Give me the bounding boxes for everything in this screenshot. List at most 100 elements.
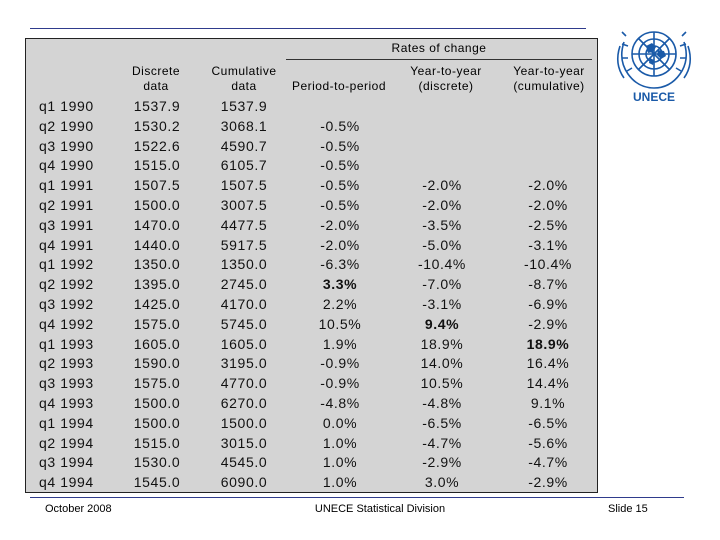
table-row: q1 1991 1507.5 1507.5 -0.5% -2.0% -2.0% [25, 176, 598, 196]
yoy-cumulative-cell: -2.0% [528, 197, 568, 213]
cumulative-cell: 3015.0 [220, 434, 268, 451]
yoy-cumulative-cell: -6.5% [528, 414, 568, 431]
period-cell: q4 1992 [39, 315, 94, 332]
discrete-cell: 1500.0 [133, 197, 181, 213]
yoy-discrete-cell: -2.9% [422, 454, 462, 471]
col-header-line: Year-to-year [410, 64, 482, 78]
yoy-discrete-cell: 14.0% [420, 355, 464, 372]
yoy-discrete-cell: -7.0% [422, 276, 462, 293]
col-header-yoy-cumulative: Year-to-year (cumulative) [504, 64, 594, 94]
period-cell: q2 1993 [39, 355, 94, 372]
cumulative-cell: 4590.7 [220, 137, 268, 154]
yoy-cumulative-cell: -6.9% [528, 296, 568, 312]
yoy-discrete-cell: -6.5% [422, 414, 462, 431]
period-to-period-cell: -0.5% [320, 117, 360, 134]
rates-of-change-header: Rates of change [286, 41, 592, 60]
yoy-discrete-cell: -3.5% [422, 216, 462, 233]
period-cell: q4 1991 [39, 236, 94, 253]
cumulative-cell: 1350.0 [220, 256, 268, 273]
period-to-period-cell: 10.5% [318, 315, 362, 332]
cumulative-cell: 4170.0 [220, 296, 268, 312]
period-to-period-cell: -0.9% [320, 355, 360, 372]
discrete-cell: 1470.0 [133, 216, 181, 233]
period-cell: q4 1993 [39, 395, 94, 411]
table-row: q4 1993 1500.0 6270.0 -4.8% -4.8% 9.1% [25, 394, 598, 414]
yoy-discrete-cell: -2.0% [422, 197, 462, 213]
period-cell: q2 1992 [39, 276, 94, 293]
period-to-period-cell: -6.3% [320, 256, 360, 273]
cumulative-cell: 6105.7 [220, 157, 268, 174]
col-header-line: data [231, 79, 257, 93]
yoy-cumulative-cell: -8.7% [528, 276, 568, 293]
cumulative-cell: 4477.5 [220, 216, 268, 233]
discrete-cell: 1395.0 [133, 276, 181, 293]
discrete-cell: 1440.0 [133, 236, 181, 253]
yoy-cumulative-cell: -4.7% [528, 454, 568, 471]
table-row: q2 1991 1500.0 3007.5 -0.5% -2.0% -2.0% [25, 196, 598, 216]
yoy-cumulative-cell: -2.0% [528, 177, 568, 194]
un-emblem-icon [606, 12, 702, 108]
discrete-cell: 1522.6 [133, 137, 181, 154]
yoy-discrete-cell: -10.4% [418, 256, 466, 273]
table-row: q2 1993 1590.0 3195.0 -0.9% 14.0% 16.4% [25, 354, 598, 374]
yoy-cumulative-cell: 18.9% [526, 335, 570, 352]
period-cell: q1 1992 [39, 256, 94, 273]
footer-slide-number: Slide 15 [608, 503, 648, 515]
yoy-discrete-cell: -4.7% [422, 434, 462, 451]
discrete-cell: 1425.0 [133, 296, 181, 312]
period-to-period-cell: -2.0% [320, 216, 360, 233]
cumulative-cell: 3068.1 [220, 117, 268, 134]
period-to-period-cell: 1.0% [322, 434, 358, 451]
period-cell: q1 1993 [39, 335, 94, 352]
period-cell: q3 1994 [39, 454, 94, 471]
col-header-cumulative: Cumulative data [206, 64, 282, 94]
period-to-period-cell: -2.0% [320, 236, 360, 253]
table-row: q3 1994 1530.0 4545.0 1.0% -2.9% -4.7% [25, 453, 598, 473]
period-to-period-cell: 1.9% [322, 335, 358, 352]
table-row: q4 1990 1515.0 6105.7 -0.5% [25, 156, 598, 176]
col-header-yoy-discrete: Year-to-year (discrete) [398, 64, 494, 94]
period-to-period-cell: -0.9% [320, 375, 360, 392]
period-to-period-cell: 1.0% [322, 474, 358, 491]
cumulative-cell: 1500.0 [220, 414, 268, 431]
period-to-period-cell: -0.5% [320, 157, 360, 174]
period-cell: q1 1991 [39, 177, 94, 194]
period-to-period-cell: -4.8% [320, 395, 360, 411]
col-header-line: Year-to-year [513, 64, 585, 78]
discrete-cell: 1605.0 [133, 335, 181, 352]
yoy-discrete-cell: -2.0% [422, 177, 462, 194]
yoy-cumulative-cell: 16.4% [526, 355, 570, 372]
yoy-cumulative-cell: -2.9% [528, 315, 568, 332]
col-header-line [286, 64, 392, 79]
table-row: q1 1994 1500.0 1500.0 0.0% -6.5% -6.5% [25, 414, 598, 434]
cumulative-cell: 3007.5 [220, 197, 268, 213]
col-header-line: (cumulative) [513, 79, 585, 93]
discrete-cell: 1515.0 [133, 434, 181, 451]
discrete-cell: 1500.0 [133, 395, 181, 411]
yoy-cumulative-cell: 14.4% [526, 375, 570, 392]
col-header-line: Period-to-period [291, 79, 387, 93]
col-header-line: data [143, 79, 169, 93]
period-to-period-cell: -0.5% [320, 197, 360, 213]
footer-organization: UNECE Statistical Division [314, 503, 446, 515]
discrete-cell: 1500.0 [133, 414, 181, 431]
table-row: q1 1993 1605.0 1605.0 1.9% 18.9% 18.9% [25, 335, 598, 355]
period-to-period-cell: 3.3% [322, 276, 358, 293]
period-to-period-cell: 1.0% [322, 454, 358, 471]
period-cell: q4 1990 [39, 157, 94, 174]
table-row: q2 1992 1395.0 2745.0 3.3% -7.0% -8.7% [25, 275, 598, 295]
period-cell: q1 1990 [39, 98, 94, 114]
footer-date: October 2008 [45, 503, 112, 515]
unece-logo-text: UNECE [632, 90, 675, 104]
cumulative-cell: 6090.0 [220, 474, 268, 491]
discrete-cell: 1507.5 [133, 177, 181, 194]
yoy-discrete-cell: -4.8% [422, 395, 462, 411]
yoy-cumulative-cell: 9.1% [530, 395, 566, 411]
period-cell: q4 1994 [39, 474, 94, 491]
table-row: q3 1993 1575.0 4770.0 -0.9% 10.5% 14.4% [25, 374, 598, 394]
period-to-period-cell: -0.5% [320, 177, 360, 194]
discrete-cell: 1590.0 [133, 355, 181, 372]
table-row: q3 1991 1470.0 4477.5 -2.0% -3.5% -2.5% [25, 216, 598, 236]
discrete-cell: 1530.0 [133, 454, 181, 471]
top-rule [30, 28, 586, 29]
